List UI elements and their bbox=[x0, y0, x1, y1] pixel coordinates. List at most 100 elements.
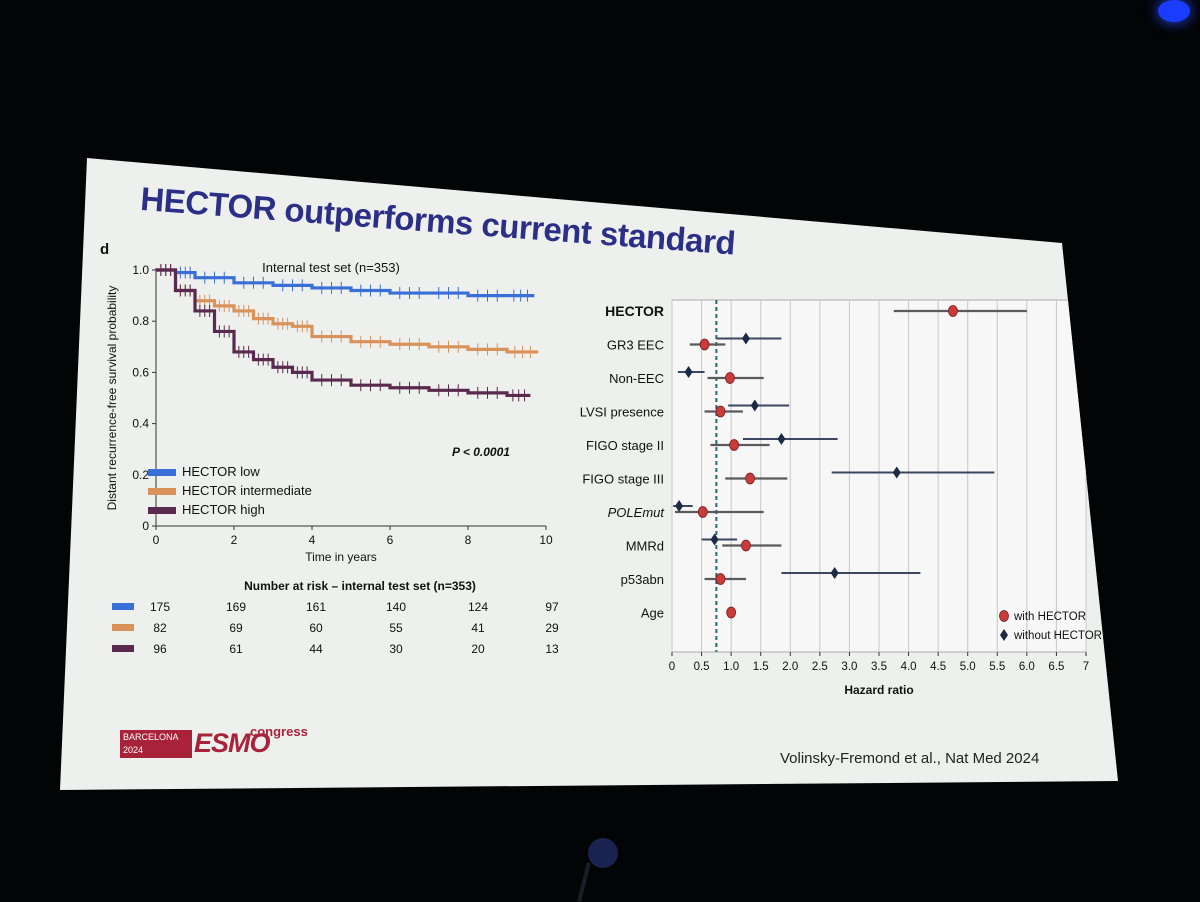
forest-row-label: HECTOR bbox=[605, 303, 664, 319]
forest-x-tick-label: 3.5 bbox=[871, 661, 887, 673]
risk-cell: 69 bbox=[229, 621, 243, 635]
forest-x-tick-label: 2.0 bbox=[782, 661, 798, 673]
room-light bbox=[1158, 0, 1190, 22]
risk-row-swatch bbox=[112, 603, 134, 610]
forest-x-tick-label: 6.0 bbox=[1019, 661, 1035, 673]
forest-x-tick-label: 4.5 bbox=[930, 661, 946, 673]
risk-cell: 169 bbox=[226, 600, 246, 614]
km-legend-label: HECTOR intermediate bbox=[182, 483, 312, 498]
forest-x-tick-label: 0.5 bbox=[694, 661, 710, 673]
risk-cell: 175 bbox=[150, 600, 170, 614]
km-chart: d Internal test set (n=353) 0 0.2 0.4 0.6 0.8 1… bbox=[100, 241, 559, 656]
km-y-tick-label: 0.2 bbox=[132, 468, 149, 482]
forest-point-with-hector bbox=[729, 439, 739, 451]
microphone bbox=[588, 838, 618, 868]
microphone-stand bbox=[577, 862, 591, 902]
km-x-tick-label: 0 bbox=[153, 533, 160, 547]
forest-x-tick-label: 6.5 bbox=[1048, 661, 1064, 673]
forest-row-label: FIGO stage III bbox=[582, 472, 664, 487]
forest-x-tick-label: 5.0 bbox=[960, 661, 976, 673]
km-legend-label: HECTOR high bbox=[182, 502, 265, 517]
forest-x-tick-label: 7 bbox=[1083, 661, 1089, 673]
forest-point-without-hector bbox=[675, 500, 684, 512]
forest-row-label: p53abn bbox=[621, 572, 664, 587]
risk-cell: 97 bbox=[545, 600, 559, 614]
km-y-tick-label: 0.8 bbox=[132, 314, 149, 328]
km-x-tick-label: 4 bbox=[309, 533, 316, 547]
risk-cell: 140 bbox=[386, 600, 406, 614]
risk-cell: 29 bbox=[545, 621, 559, 635]
risk-cell: 44 bbox=[309, 642, 323, 656]
km-y-tick-label: 0.4 bbox=[132, 417, 149, 431]
risk-cell: 82 bbox=[153, 621, 167, 635]
km-x-axis-label: Time in years bbox=[305, 550, 377, 564]
km-x-tick-label: 6 bbox=[387, 533, 394, 547]
forest-x-tick-label: 0 bbox=[669, 661, 675, 673]
forest-point-with-hector bbox=[697, 506, 708, 518]
risk-row-swatch bbox=[112, 624, 134, 631]
km-title: Internal test set (n=353) bbox=[262, 260, 400, 275]
risk-cell: 41 bbox=[471, 621, 485, 635]
km-x-tick-label: 2 bbox=[231, 533, 238, 547]
risk-cell: 96 bbox=[153, 642, 167, 656]
forest-x-tick-label: 4.0 bbox=[901, 661, 917, 673]
km-y-tick-label: 0 bbox=[142, 519, 149, 533]
risk-cell: 161 bbox=[306, 600, 326, 614]
risk-row-swatch bbox=[112, 645, 134, 652]
risk-cell: 60 bbox=[309, 621, 323, 635]
forest-plot: 0 0.5 1.0 1.5 2.0 2.5 3.0 3.5 4.0 4.5 5.0 5.5 6.0 6.5… bbox=[580, 299, 1102, 697]
risk-cell: 61 bbox=[229, 642, 243, 656]
forest-point-without-hector bbox=[777, 433, 786, 445]
km-legend-swatch bbox=[148, 488, 176, 495]
presentation-slide: HECTOR outperforms current standard d Int… bbox=[60, 158, 1118, 790]
km-legend-label: HECTOR low bbox=[182, 464, 260, 479]
km-series-line bbox=[156, 268, 535, 298]
forest-x-tick-label: 5.5 bbox=[989, 661, 1005, 673]
risk-cell: 30 bbox=[389, 642, 403, 656]
forest-x-tick-label: 2.5 bbox=[812, 661, 828, 673]
citation: Volinsky-Fremond et al., Nat Med 2024 bbox=[780, 750, 1040, 767]
forest-row-label: GR3 EEC bbox=[607, 338, 664, 353]
forest-point-with-hector bbox=[715, 573, 726, 585]
panel-label: d bbox=[100, 241, 109, 258]
forest-point-with-hector bbox=[699, 338, 710, 351]
km-y-axis-label: Distant recurrence-free survival probabi… bbox=[105, 286, 119, 511]
forest-row-label: Age bbox=[641, 606, 664, 621]
forest-point-with-hector bbox=[745, 472, 755, 485]
logo-line2: 2024 bbox=[123, 745, 144, 755]
forest-legend-marker bbox=[1000, 629, 1008, 641]
km-y-tick-label: 0.6 bbox=[132, 365, 149, 379]
forest-row-label: Non-EEC bbox=[609, 371, 664, 386]
risk-table-title: Number at risk – internal test set (n=35… bbox=[244, 579, 476, 593]
km-y-tick-label: 1.0 bbox=[132, 263, 149, 277]
km-x-tick-label: 10 bbox=[539, 533, 553, 547]
logo-brand: ESMO bbox=[194, 728, 271, 758]
esmo-logo: BARCELONA 2024 ESMO congress bbox=[120, 720, 320, 760]
forest-point-without-hector bbox=[710, 533, 719, 546]
forest-x-tick-label: 1.0 bbox=[723, 661, 739, 673]
forest-point-with-hector bbox=[726, 606, 737, 619]
forest-x-tick-label: 1.5 bbox=[753, 661, 769, 673]
forest-point-with-hector bbox=[715, 405, 726, 418]
risk-cell: 124 bbox=[468, 600, 488, 614]
logo-suffix: congress bbox=[250, 724, 308, 739]
forest-point-with-hector bbox=[725, 372, 735, 384]
forest-legend-label: with HECTOR bbox=[1013, 611, 1086, 623]
risk-cell: 20 bbox=[471, 642, 485, 656]
km-legend-swatch bbox=[148, 469, 176, 476]
forest-point-without-hector bbox=[892, 466, 901, 479]
forest-point-with-hector bbox=[741, 539, 751, 552]
forest-x-tick-label: 3.0 bbox=[841, 661, 857, 673]
forest-point-without-hector bbox=[684, 366, 693, 378]
km-p-value: P < 0.0001 bbox=[452, 445, 510, 459]
forest-row-label: FIGO stage II bbox=[586, 438, 664, 453]
km-legend-swatch bbox=[148, 507, 176, 514]
forest-point-without-hector bbox=[750, 399, 759, 412]
forest-row-label: POLEmut bbox=[608, 505, 666, 520]
forest-legend-label: without HECTOR bbox=[1013, 630, 1102, 642]
risk-cell: 55 bbox=[389, 621, 403, 635]
risk-cell: 13 bbox=[545, 642, 559, 656]
forest-point-without-hector bbox=[741, 332, 750, 345]
logo-line1: BARCELONA bbox=[123, 732, 179, 742]
forest-point-with-hector bbox=[948, 305, 958, 317]
